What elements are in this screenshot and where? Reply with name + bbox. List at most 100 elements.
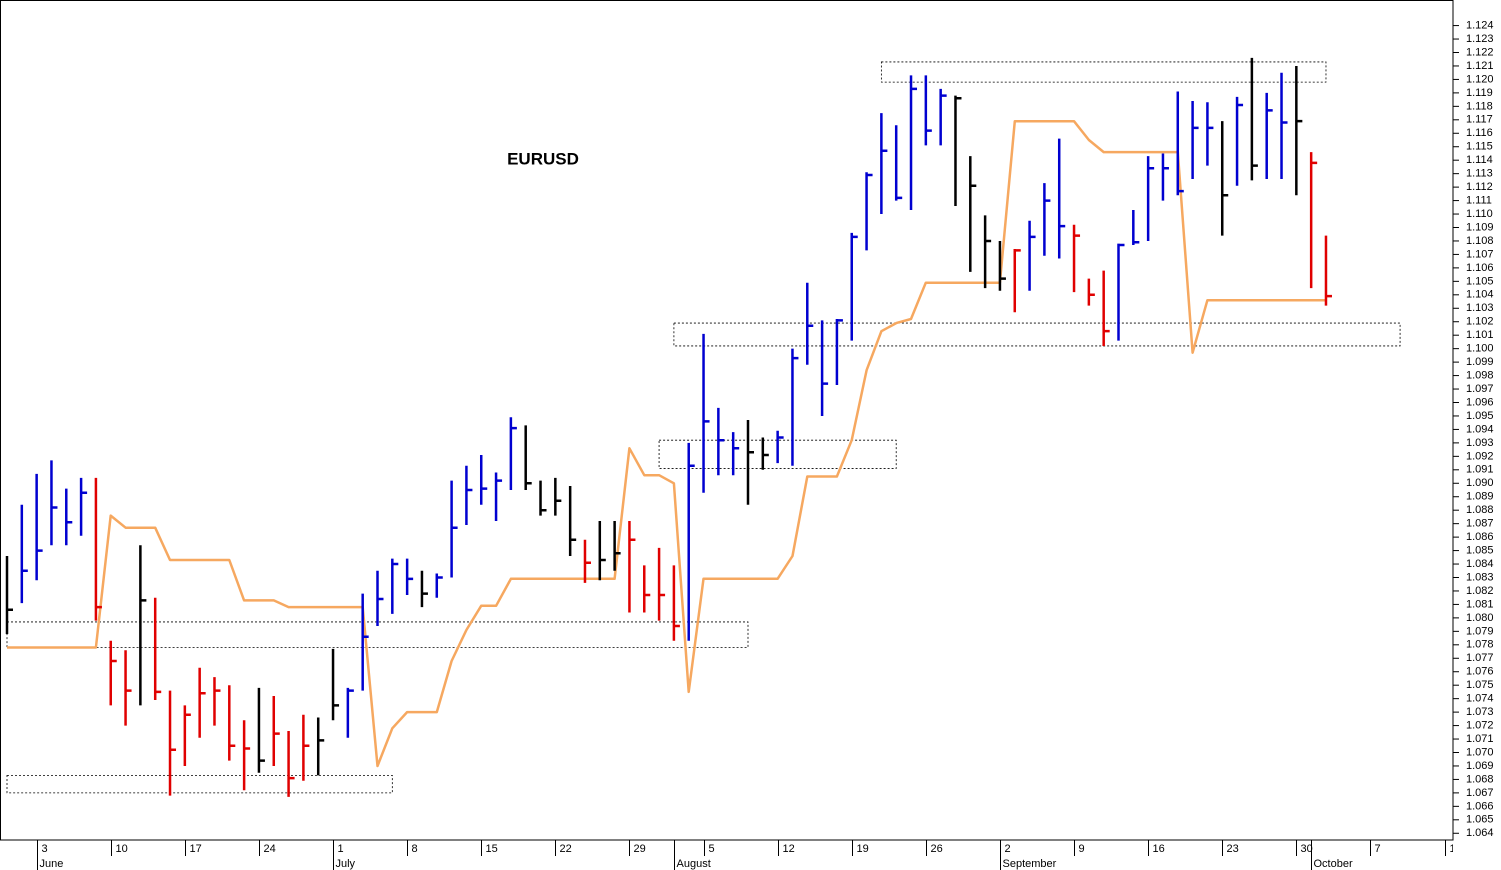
y-tick-label: 1.091 [1466, 464, 1494, 476]
price-bar [583, 539, 591, 583]
month-label: August [677, 858, 711, 870]
price-bar [687, 442, 695, 641]
y-tick-label: 1.069 [1466, 760, 1494, 772]
price-bar [820, 320, 829, 416]
price-bar [702, 333, 710, 493]
plot-frame [0, 0, 1454, 841]
price-bar [124, 650, 132, 726]
x-tick-label: 23 [1227, 843, 1239, 855]
y-tick-label: 1.095 [1466, 410, 1494, 422]
price-bar [109, 640, 117, 706]
price-bar [568, 485, 577, 556]
y-tick-label: 1.076 [1466, 666, 1494, 678]
x-tick-label: 5 [709, 843, 715, 855]
price-bar [1265, 92, 1273, 180]
y-tick-label: 1.104 [1466, 289, 1494, 301]
price-bar [5, 555, 13, 635]
y-tick-label: 1.124 [1466, 19, 1494, 31]
price-bar [717, 407, 725, 476]
y-tick-label: 1.081 [1466, 598, 1494, 610]
x-tick-label: 30 [1301, 843, 1313, 855]
x-tick-label: 17 [190, 843, 202, 855]
price-bar [1191, 100, 1199, 180]
price-zone [6, 621, 749, 648]
y-tick-label: 1.068 [1466, 773, 1494, 785]
price-bar [598, 520, 606, 581]
y-tick-label: 1.100 [1466, 343, 1494, 355]
price-bar [376, 570, 384, 626]
price-bar [1206, 102, 1214, 166]
y-tick-label: 1.074 [1466, 693, 1494, 705]
y-tick-label: 1.065 [1466, 814, 1494, 826]
x-tick-label: 22 [560, 843, 572, 855]
price-bar [969, 156, 977, 272]
price-bar [1324, 235, 1332, 306]
price-bar [494, 472, 503, 521]
y-tick-label: 1.105 [1466, 275, 1494, 287]
y-tick-label: 1.093 [1466, 437, 1494, 449]
y-tick-label: 1.108 [1466, 235, 1494, 247]
y-tick-label: 1.109 [1466, 221, 1494, 233]
price-bar [983, 215, 992, 289]
month-label: October [1314, 858, 1353, 870]
price-bar [183, 705, 191, 766]
y-tick-label: 1.116 [1466, 127, 1493, 139]
price-bar [242, 720, 251, 791]
price-bar [1161, 153, 1169, 201]
price-bar [865, 172, 873, 251]
price-bar [554, 477, 562, 516]
price-bar [672, 565, 680, 641]
x-tick-label: 14 [1450, 843, 1462, 855]
price-bar [1220, 121, 1229, 236]
price-zone [658, 439, 897, 469]
y-tick-label: 1.064 [1466, 827, 1494, 839]
price-bar [524, 425, 532, 490]
price-zone [673, 322, 1401, 347]
price-bar [50, 460, 58, 546]
price-bar [20, 504, 28, 604]
price-bar [1146, 156, 1155, 241]
price-bar [939, 88, 947, 146]
price-bar [435, 573, 443, 598]
y-tick-label: 1.070 [1466, 746, 1494, 758]
y-tick-label: 1.071 [1466, 733, 1494, 745]
price-bar [94, 477, 102, 621]
x-tick-label: 7 [1375, 843, 1381, 855]
y-tick-label: 1.066 [1466, 800, 1494, 812]
y-tick-label: 1.077 [1466, 652, 1494, 664]
price-bar [731, 432, 740, 476]
month-label: July [336, 858, 356, 870]
y-tick-label: 1.122 [1466, 46, 1494, 58]
price-bar [272, 695, 280, 766]
price-bar [35, 473, 43, 581]
price-bar [405, 558, 414, 595]
y-tick-label: 1.118 [1466, 100, 1493, 112]
price-bar [465, 465, 473, 525]
price-bar [1028, 220, 1036, 291]
price-bar [168, 690, 177, 796]
y-tick-label: 1.102 [1466, 316, 1494, 328]
y-tick-label: 1.117 [1466, 114, 1493, 126]
y-tick-label: 1.080 [1466, 612, 1494, 624]
price-bar [139, 545, 147, 706]
x-tick-label: 2 [1005, 843, 1011, 855]
x-tick-label: 29 [634, 843, 646, 855]
price-bar [924, 75, 932, 146]
price-bar [835, 319, 843, 385]
price-bar [909, 75, 918, 210]
y-tick-label: 1.082 [1466, 585, 1494, 597]
price-bar [806, 282, 814, 365]
price-bar [1072, 224, 1081, 293]
x-tick-label: 12 [783, 843, 795, 855]
price-bar [1087, 278, 1095, 306]
y-tick-label: 1.114 [1466, 154, 1493, 166]
y-tick-label: 1.098 [1466, 369, 1494, 381]
price-bar [998, 240, 1006, 291]
price-bar [539, 480, 547, 516]
price-bar [213, 677, 221, 726]
y-tick-label: 1.075 [1466, 679, 1494, 691]
price-bar [1309, 152, 1318, 289]
x-tick-label: 15 [486, 843, 498, 855]
